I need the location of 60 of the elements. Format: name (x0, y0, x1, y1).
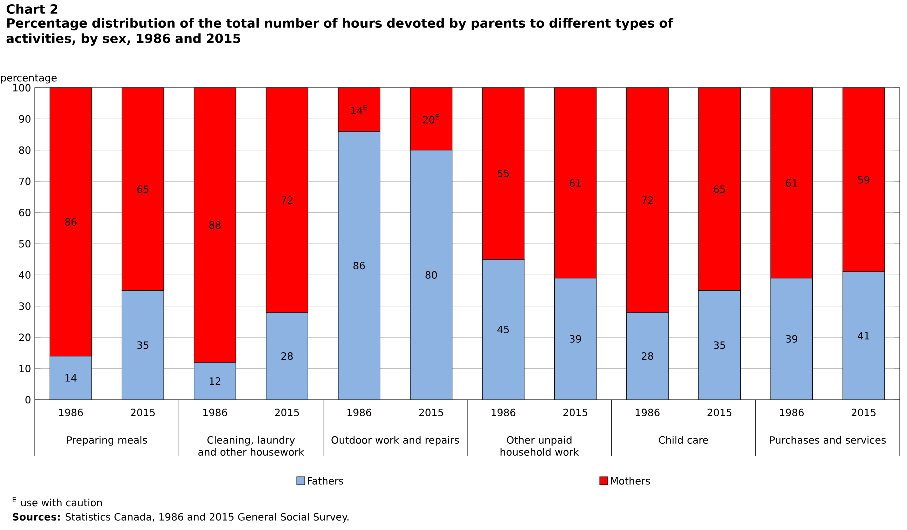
text: Preparing meals (67, 436, 148, 446)
x-tick-label: 2015 (708, 408, 732, 416)
y-tick-label: 50 (19, 240, 31, 248)
y-tick-label: 90 (19, 115, 31, 123)
y-tick-label: 0 (26, 396, 31, 404)
y-tick-label: 20 (19, 334, 31, 342)
x-tick-label: 2015 (275, 408, 300, 416)
data-label: 55 (498, 170, 510, 178)
x-tick-label: 2015 (852, 408, 876, 416)
data-label: 14$^{E}$ (352, 105, 368, 114)
y-tick-label: 60 (19, 209, 31, 217)
data-label: 39 (570, 335, 582, 343)
text: Child care (659, 436, 708, 444)
data-label: 72 (282, 196, 293, 204)
x-tick-label: 2015 (131, 408, 155, 416)
data-label: 14 (66, 374, 77, 382)
data-label: 65 (714, 186, 726, 194)
data-label: 61 (570, 179, 582, 187)
text: $^{E}$ use with caution (12, 497, 102, 507)
data-label: 72 (642, 196, 654, 204)
text: Sources: Statistics Canada, 1986 and 2015 General Social Survey. (12, 513, 349, 523)
data-label: 65 (137, 186, 149, 194)
data-label: 80 (426, 271, 438, 279)
text: Cleaning, laundry and other housework (198, 436, 304, 456)
data-label: 39 (786, 335, 798, 343)
legend-label: Mothers (611, 477, 650, 485)
text: Other unpaid household work (500, 436, 580, 456)
y-tick-label: 30 (19, 302, 31, 310)
y-tick-label: 100 (13, 84, 31, 92)
data-label: 35 (714, 342, 726, 350)
data-label: 12 (210, 378, 221, 385)
y-tick-label: 10 (20, 365, 31, 373)
legend-label: Fathers (308, 477, 344, 485)
text: Outdoor work and repairs (332, 436, 460, 446)
data-label: 88 (210, 221, 221, 230)
data-label: 28 (642, 352, 654, 360)
chart-title: Chart 2 (6, 4, 58, 14)
x-tick-label: 1986 (348, 408, 372, 416)
x-tick-label: 1986 (492, 408, 516, 416)
data-label: 20$^{E}$ (423, 114, 440, 124)
data-label: 61 (786, 179, 798, 187)
x-tick-label: 1986 (780, 408, 804, 416)
x-tick-label: 1986 (204, 408, 228, 416)
y-tick-label: 80 (19, 146, 31, 154)
data-label: 86 (354, 262, 366, 270)
y-tick-label: 40 (19, 271, 31, 279)
y-tick-label: 70 (19, 178, 31, 186)
data-label: 41 (858, 332, 870, 340)
data-label: 35 (138, 342, 149, 350)
text: Purchases and services (770, 436, 886, 444)
data-label: 59 (858, 176, 870, 184)
data-label: 45 (498, 326, 510, 334)
x-tick-label: 1986 (636, 408, 660, 416)
x-tick-label: 1986 (59, 408, 84, 416)
data-label: 86 (65, 218, 77, 226)
y-axis-title: percentage (1, 74, 57, 84)
chart-subtitle: Percentage distribution of the total number of hours devoted by parents to different types of activities, by sex, 1986 and 2015 (6, 18, 674, 46)
x-tick-label: 2015 (564, 408, 588, 416)
x-tick-label: 2015 (419, 408, 444, 416)
data-label: 28 (282, 352, 293, 360)
